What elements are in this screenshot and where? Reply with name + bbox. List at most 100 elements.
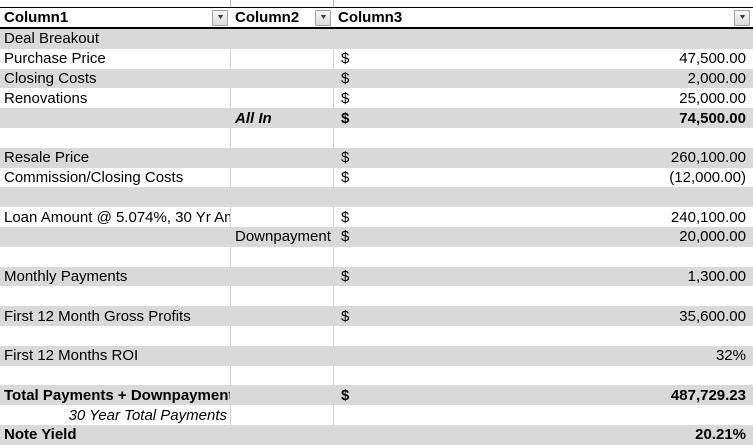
cell-col1[interactable]: [0, 286, 231, 307]
cell-col2[interactable]: [231, 325, 334, 346]
cell-value: 25,000.00: [679, 89, 746, 107]
cell-col3[interactable]: $ 74,500.00: [334, 108, 753, 128]
table-row: Downpayment $ 20,000.00: [0, 226, 753, 247]
table-row: Total Payments + Downpayment $ 487,729.2…: [0, 385, 753, 406]
cell-col1[interactable]: Monthly Payments: [4, 267, 128, 285]
filter-button-column2[interactable]: ▼: [315, 9, 331, 26]
table-row: Monthly Payments $ 1,300.00: [0, 266, 753, 287]
cell-col1[interactable]: [0, 325, 231, 346]
cell-value: 74,500.00: [679, 109, 746, 127]
cell-col2[interactable]: [231, 148, 334, 168]
cell-col2[interactable]: [231, 167, 334, 188]
table-row: [0, 325, 753, 346]
cell-col1[interactable]: 30 Year Total Payments: [0, 405, 231, 425]
filter-button-column1[interactable]: ▼: [212, 9, 228, 26]
cell-col2[interactable]: [231, 187, 334, 207]
cell-col3[interactable]: 20.21%: [334, 425, 753, 445]
cell-col2[interactable]: [231, 385, 334, 405]
cell-col2[interactable]: [231, 365, 334, 386]
cell-col3[interactable]: $ 240,100.00: [334, 207, 753, 227]
cell-col3[interactable]: [334, 128, 753, 148]
cell-col1[interactable]: First 12 Month Gross Profits: [4, 307, 191, 325]
top-strip: [0, 0, 753, 7]
cell-col3[interactable]: $ (12,000.00): [334, 168, 753, 188]
cell-col1[interactable]: [0, 127, 231, 148]
cell-col2[interactable]: Downpayment: [235, 228, 331, 246]
cell-col1[interactable]: Loan Amount @ 5.074%, 30 Yr Am: [0, 207, 231, 227]
cell-col1[interactable]: [0, 365, 231, 386]
table-row: Note Yield 20.21%: [0, 424, 753, 445]
cell-col2[interactable]: [231, 246, 334, 267]
cell-col1[interactable]: Renovations: [0, 88, 231, 109]
cell-col2[interactable]: [231, 69, 334, 89]
cell-col2[interactable]: [231, 267, 334, 287]
column-header-column3[interactable]: Column3 ▼: [334, 8, 753, 27]
cell-col3[interactable]: [334, 405, 753, 425]
currency-symbol: $: [341, 267, 350, 285]
cell-col1[interactable]: [0, 187, 231, 207]
currency-symbol: $: [341, 307, 350, 325]
cell-value: 2,000.00: [687, 69, 746, 87]
cell-col3[interactable]: [334, 187, 753, 207]
cell-col3[interactable]: $ 20,000.00: [334, 227, 753, 247]
cell-col3[interactable]: 32%: [334, 346, 753, 366]
currency-symbol: $: [341, 228, 350, 246]
table-row: [0, 286, 753, 307]
cell-col2[interactable]: [231, 207, 334, 227]
cell-col3[interactable]: $ 1,300.00: [334, 267, 753, 287]
column-header-label: Column1: [4, 9, 69, 26]
cell-col1[interactable]: Resale Price: [4, 149, 90, 167]
cell-col2[interactable]: [231, 346, 334, 366]
table-row: First 12 Months ROI 32%: [0, 345, 753, 366]
cell-col2[interactable]: [231, 29, 334, 49]
gridline-vertical: [230, 0, 231, 7]
table-row: Commission/Closing Costs $ (12,000.00): [0, 167, 753, 188]
table-row: [0, 127, 753, 148]
cell-col3[interactable]: [334, 247, 753, 267]
cell-col3[interactable]: [334, 286, 753, 306]
cell-col3[interactable]: [334, 366, 753, 386]
cell-col2[interactable]: [231, 306, 334, 326]
cell-col2[interactable]: All In: [235, 109, 272, 127]
cell-col1[interactable]: [0, 246, 231, 267]
cell-col1[interactable]: Note Yield: [4, 426, 77, 444]
cell-value: 240,100.00: [670, 208, 746, 226]
cell-col3[interactable]: [334, 326, 753, 346]
cell-col3[interactable]: $ 25,000.00: [334, 88, 753, 108]
cell-col3[interactable]: $ 2,000.00: [334, 69, 753, 89]
cell-col1[interactable]: Commission/Closing Costs: [0, 167, 231, 188]
table-row: First 12 Month Gross Profits $ 35,600.00: [0, 306, 753, 326]
cell-col1[interactable]: Closing Costs: [4, 69, 97, 87]
cell-col1[interactable]: First 12 Months ROI: [4, 347, 139, 365]
cell-col2[interactable]: [231, 88, 334, 109]
table-row: 30 Year Total Payments: [0, 405, 753, 425]
cell-col1[interactable]: Deal Breakout: [4, 30, 100, 48]
filter-dropdown-icon: ▼: [318, 14, 328, 21]
cell-col2[interactable]: [231, 425, 334, 445]
table-row: Deal Breakout: [0, 29, 753, 49]
cell-value: 35,600.00: [679, 307, 746, 325]
column-header-column2[interactable]: Column2 ▼: [231, 8, 334, 27]
cell-value: (12,000.00): [669, 168, 746, 186]
cell-col2[interactable]: [231, 405, 334, 425]
cell-col3[interactable]: [334, 29, 753, 49]
cell-col2[interactable]: [231, 127, 334, 148]
cell-col1[interactable]: [0, 227, 231, 247]
cell-col3[interactable]: $ 35,600.00: [334, 306, 753, 326]
gridline-vertical: [333, 0, 334, 7]
cell-col1[interactable]: Total Payments + Downpayment: [4, 386, 231, 404]
cell-col2[interactable]: [231, 48, 334, 69]
cell-col1[interactable]: Purchase Price: [0, 48, 231, 69]
table-row: [0, 246, 753, 267]
filter-button-column3[interactable]: ▼: [734, 9, 750, 26]
cell-col2[interactable]: [231, 286, 334, 307]
column-header-column1[interactable]: Column1 ▼: [0, 8, 231, 27]
column-header-label: Column3: [338, 9, 403, 26]
cell-col3[interactable]: $ 487,729.23: [334, 385, 753, 405]
cell-col3[interactable]: $ 260,100.00: [334, 148, 753, 168]
table-row: [0, 187, 753, 208]
cell-col1[interactable]: [0, 108, 231, 128]
cell-value: 47,500.00: [679, 50, 746, 68]
currency-symbol: $: [341, 50, 350, 68]
cell-col3[interactable]: $ 47,500.00: [334, 49, 753, 69]
